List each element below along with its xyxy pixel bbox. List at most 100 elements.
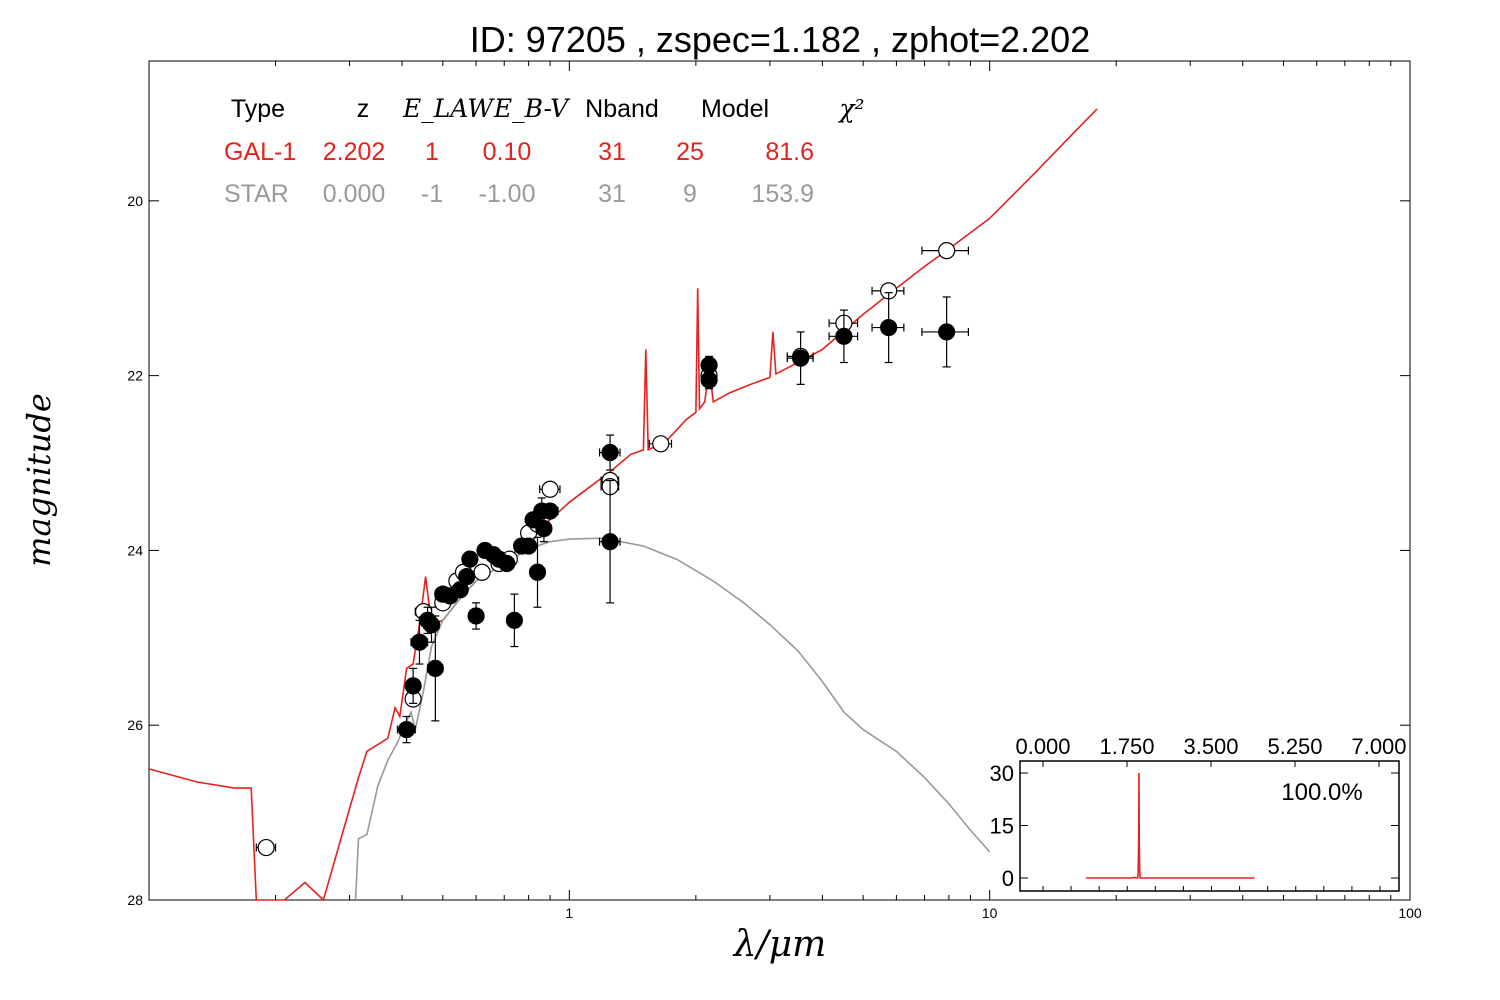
- observed-point-marker: [519, 537, 538, 555]
- table-cell: 31: [598, 180, 626, 208]
- observed-point-marker: [426, 659, 444, 678]
- observed-point: [505, 593, 523, 648]
- observed-point: [528, 536, 547, 608]
- table-cell: -1.00: [479, 180, 536, 208]
- observed-point-marker: [410, 633, 429, 651]
- observed-point-marker: [880, 318, 898, 337]
- model-point: [539, 480, 561, 498]
- observed-point-marker: [528, 563, 547, 581]
- observed-point: [458, 568, 476, 586]
- y-tick-label: 20: [127, 193, 143, 209]
- observed-point: [426, 615, 444, 722]
- table-header-cell: Model: [701, 95, 769, 123]
- observed-point: [541, 502, 559, 520]
- observed-point-marker: [461, 550, 479, 568]
- observed-point: [700, 370, 718, 390]
- observed-point-marker: [792, 349, 810, 367]
- x-tick-label: 1: [565, 905, 573, 921]
- inset-x-tick-label: 5.250: [1267, 734, 1322, 759]
- x-tick-label: 10: [982, 905, 998, 921]
- observed-point-marker: [397, 720, 416, 739]
- observed-point-marker: [404, 677, 422, 695]
- table-cell: STAR: [224, 180, 289, 208]
- observed-point: [404, 667, 422, 704]
- model-point-marker: [938, 242, 956, 260]
- observed-point-marker: [467, 607, 485, 625]
- x-axis-label: λ/μm: [732, 924, 826, 965]
- model-point: [473, 563, 491, 581]
- observed-points: [396, 291, 969, 744]
- observed-point: [700, 355, 718, 375]
- inset-x-tick-label: 3.500: [1183, 734, 1238, 759]
- pdz-curve: [1086, 772, 1255, 879]
- x-axis-ticks: 1 10 100: [148, 61, 1422, 921]
- table-cell: 153.9: [751, 180, 814, 208]
- observed-point: [921, 296, 969, 368]
- x-tick-label: 100: [1398, 905, 1422, 921]
- table-cell: 0.10: [483, 138, 532, 166]
- observed-point: [396, 715, 416, 744]
- y-axis-label: magnitude: [20, 393, 58, 567]
- table-header-cell: z: [357, 95, 370, 123]
- pdz-inset: 0.000 1.750 3.500 5.250 7.000 30 15 0 100.0%: [990, 734, 1407, 892]
- inset-y-tick-label: 0: [1002, 866, 1014, 891]
- model-point: [921, 242, 969, 260]
- observed-point-marker: [601, 443, 619, 462]
- table-header-cell: E_LAW: [402, 94, 495, 123]
- inset-frame: [1019, 760, 1400, 892]
- observed-point: [519, 537, 538, 555]
- table-cell: -1: [421, 180, 443, 208]
- observed-point-marker: [938, 323, 956, 341]
- observed-point: [467, 602, 485, 630]
- observed-point: [451, 581, 469, 599]
- gal-1-curve: [148, 108, 1098, 902]
- observed-point-marker: [505, 611, 523, 629]
- y-tick-label: 28: [127, 892, 143, 908]
- inset-y-tick-label: 30: [990, 761, 1014, 786]
- observed-point: [828, 309, 859, 364]
- model-point: [648, 435, 673, 453]
- table-cell: 31: [598, 138, 626, 166]
- pdz-line: [1086, 772, 1255, 879]
- table-cell: 81.6: [765, 138, 814, 166]
- observed-point: [461, 550, 479, 568]
- table-header-cell: Nband: [585, 95, 659, 123]
- observed-point: [498, 554, 516, 573]
- table-cell: 1: [425, 138, 439, 166]
- fit-summary-table: Type z E_LAW E_B-V Nband Model χ² GAL-1 2.202 1 0.…: [224, 94, 865, 208]
- inset-x-tick-label: 0.000: [1015, 734, 1070, 759]
- model-point: [871, 282, 905, 300]
- observed-point: [598, 479, 621, 604]
- observed-point: [410, 619, 429, 665]
- observed-point-marker: [422, 616, 441, 634]
- main-plot-frame: [148, 60, 1411, 901]
- inset-x-tick-label: 1.750: [1099, 734, 1154, 759]
- observed-point-marker: [541, 502, 559, 520]
- observed-point: [871, 291, 905, 364]
- y-tick-label: 26: [127, 717, 143, 733]
- table-cell: 9: [683, 180, 697, 208]
- observed-point: [535, 514, 553, 543]
- observed-point-marker: [700, 371, 718, 389]
- inset-ticks: 0.000 1.750 3.500 5.250 7.000 30 15 0: [990, 734, 1407, 891]
- gal-model-line: [148, 108, 1098, 902]
- observed-point-marker: [601, 533, 619, 551]
- y-tick-label: 24: [127, 542, 143, 558]
- observed-point-marker: [498, 554, 516, 573]
- table-cell: 25: [676, 138, 704, 166]
- model-point-marker: [473, 563, 491, 581]
- table-header-cell: E_B-V: [493, 94, 571, 123]
- inset-x-tick-label: 7.000: [1351, 734, 1406, 759]
- inset-percentage-label: 100.0%: [1281, 779, 1362, 806]
- model-point-marker: [652, 435, 670, 453]
- observed-point-marker: [458, 568, 476, 586]
- model-point-marker: [541, 480, 559, 498]
- observed-point-marker: [835, 327, 853, 345]
- y-axis-ticks: 20 22 24 26 28: [127, 193, 1410, 908]
- model-point: [255, 838, 277, 857]
- model-point-marker: [257, 838, 275, 857]
- table-cell: 2.202: [323, 138, 386, 166]
- observed-point: [598, 434, 621, 471]
- chart-title: ID: 97205 , zspec=1.182 , zphot=2.202: [470, 19, 1090, 60]
